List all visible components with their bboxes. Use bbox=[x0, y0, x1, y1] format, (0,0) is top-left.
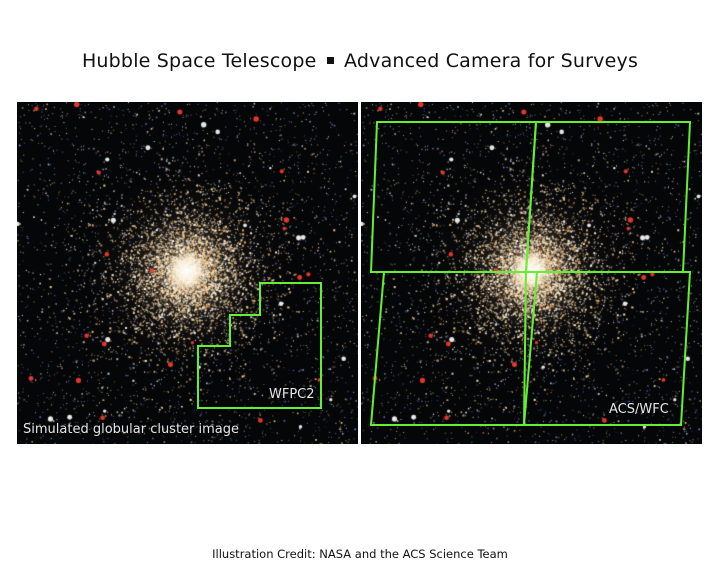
title-acs: Advanced Camera for Surveys bbox=[344, 50, 639, 72]
cluster-caption: Simulated globular cluster image bbox=[23, 422, 240, 437]
wfpc2-label: WFPC2 bbox=[269, 387, 315, 402]
acs-wfc-label: ACS/WFC bbox=[609, 402, 669, 417]
square-bullet-icon bbox=[326, 56, 334, 64]
right-cluster-image: ACS/WFC bbox=[361, 102, 702, 444]
title-hubble: Hubble Space Telescope bbox=[81, 50, 317, 72]
acs-wfc-footprint bbox=[369, 121, 692, 426]
left-cluster-image: WFPC2 Simulated globular cluster image bbox=[17, 102, 358, 444]
star-field-left bbox=[17, 102, 358, 444]
wfpc2-footprint bbox=[197, 282, 322, 409]
illustration-credit: Illustration Credit: NASA and the ACS Sc… bbox=[212, 547, 508, 561]
page-title: Hubble Space Telescope Advanced Camera f… bbox=[0, 50, 720, 72]
